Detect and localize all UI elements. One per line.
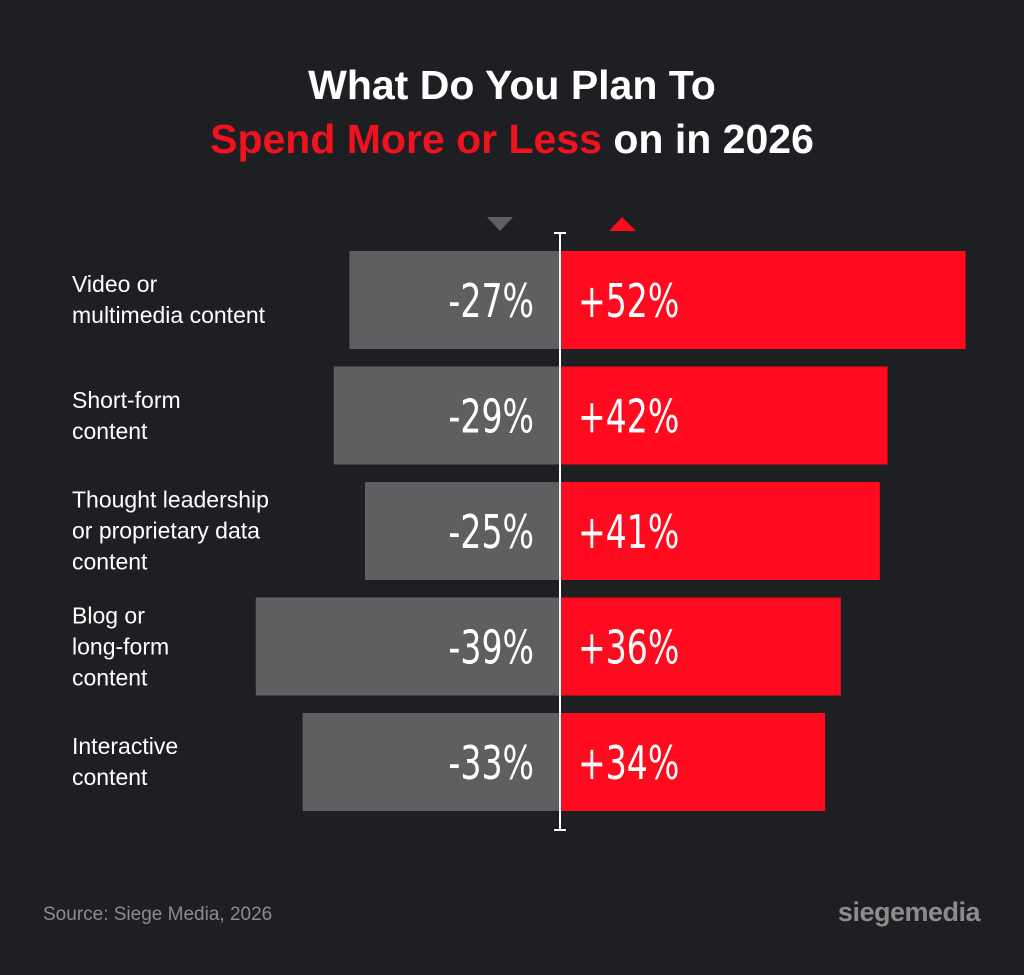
data-label-less: -29%: [448, 391, 534, 444]
bar-more: [560, 251, 966, 349]
brand-logo: siegemedia: [837, 897, 981, 927]
data-label-more: +52%: [578, 276, 679, 329]
legend-up-triangle-icon: [609, 217, 636, 231]
bar-more: [560, 366, 888, 465]
data-label-less: -27%: [448, 276, 534, 329]
data-label-less: -33%: [448, 738, 534, 791]
data-label-more: +36%: [578, 622, 679, 675]
category-label: Video or multimedia content: [72, 271, 266, 328]
chart-title: What Do You Plan To Spend More or Less o…: [0, 58, 1024, 166]
category-label: Interactive content: [72, 733, 179, 790]
data-label-more: +41%: [578, 507, 679, 560]
category-label: Blog or long-form content: [72, 602, 170, 690]
data-label-more: +34%: [578, 738, 679, 791]
title-line-2: Spend More or Less on in 2026: [0, 112, 1024, 166]
category-label: Thought leadership or proprietary data con…: [72, 486, 269, 575]
bar-more: [560, 597, 841, 696]
data-label-less: -25%: [448, 507, 534, 560]
bar-more: [560, 482, 880, 580]
title-rest: on in 2026: [601, 116, 814, 162]
bar-less: [255, 597, 561, 696]
data-label-more: +42%: [578, 391, 679, 444]
title-line-1: What Do You Plan To: [308, 62, 716, 108]
bar-less: [302, 713, 560, 811]
category-label: Short-form content: [72, 386, 181, 444]
legend-down-triangle-icon: [487, 217, 513, 231]
bar-less: [333, 366, 560, 465]
source-note: Source: Siege Media, 2026: [43, 904, 273, 925]
bar-less: [349, 251, 560, 349]
bar-more: [560, 713, 826, 811]
data-label-less: -39%: [448, 622, 534, 675]
bar-less: [365, 482, 560, 580]
title-highlight: Spend More or Less: [210, 116, 602, 162]
